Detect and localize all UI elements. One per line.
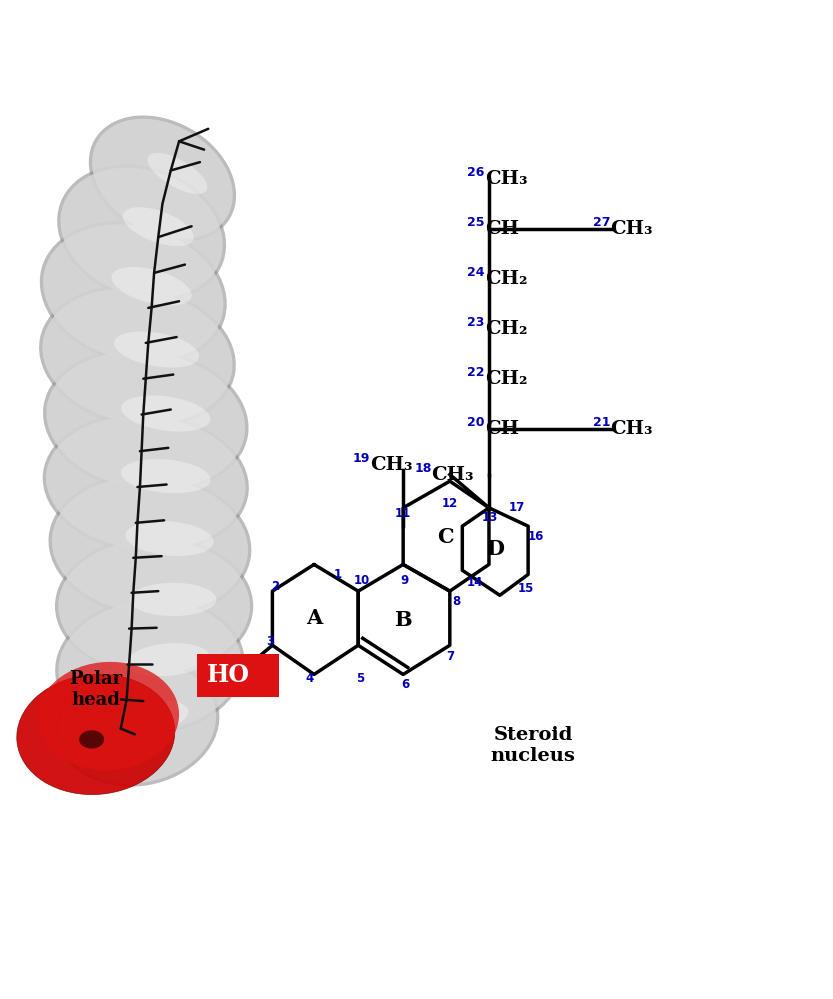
Text: CH: CH bbox=[485, 420, 519, 438]
Ellipse shape bbox=[37, 662, 179, 770]
Text: 2: 2 bbox=[271, 580, 279, 593]
Text: 18: 18 bbox=[414, 462, 431, 475]
Text: 23: 23 bbox=[467, 316, 485, 329]
Text: CH₂: CH₂ bbox=[485, 370, 527, 388]
Text: B: B bbox=[394, 610, 412, 630]
Ellipse shape bbox=[61, 168, 222, 298]
Text: 19: 19 bbox=[352, 452, 370, 465]
Text: 8: 8 bbox=[452, 594, 461, 607]
Ellipse shape bbox=[122, 207, 194, 246]
Text: 26: 26 bbox=[467, 166, 485, 179]
Ellipse shape bbox=[46, 416, 246, 549]
Ellipse shape bbox=[40, 221, 227, 365]
Ellipse shape bbox=[121, 396, 211, 432]
Text: 12: 12 bbox=[441, 498, 458, 510]
Ellipse shape bbox=[42, 289, 232, 424]
Ellipse shape bbox=[56, 658, 219, 787]
Text: 3: 3 bbox=[267, 634, 275, 647]
Text: 7: 7 bbox=[446, 649, 454, 662]
Ellipse shape bbox=[39, 285, 236, 428]
Ellipse shape bbox=[92, 119, 232, 239]
Text: 21: 21 bbox=[593, 416, 611, 429]
Ellipse shape bbox=[127, 643, 209, 676]
Ellipse shape bbox=[89, 116, 236, 242]
Text: 9: 9 bbox=[401, 573, 409, 586]
Text: 11: 11 bbox=[394, 507, 411, 520]
Ellipse shape bbox=[42, 413, 249, 553]
Ellipse shape bbox=[112, 267, 192, 306]
Text: CH₃: CH₃ bbox=[370, 456, 412, 474]
Text: CH₃: CH₃ bbox=[611, 420, 653, 438]
FancyBboxPatch shape bbox=[197, 653, 279, 697]
Ellipse shape bbox=[59, 662, 216, 783]
Text: 10: 10 bbox=[353, 573, 370, 586]
Ellipse shape bbox=[79, 730, 104, 748]
Ellipse shape bbox=[43, 348, 248, 493]
Text: A: A bbox=[306, 607, 322, 627]
Text: CH₂: CH₂ bbox=[485, 320, 527, 338]
Ellipse shape bbox=[58, 539, 250, 672]
Text: D: D bbox=[486, 539, 504, 559]
Text: 17: 17 bbox=[508, 501, 525, 514]
Ellipse shape bbox=[126, 521, 214, 555]
Text: 6: 6 bbox=[402, 678, 410, 691]
Text: C: C bbox=[437, 527, 454, 547]
Text: 20: 20 bbox=[467, 416, 485, 429]
Ellipse shape bbox=[121, 460, 211, 494]
Text: 14: 14 bbox=[466, 576, 483, 589]
Text: 25: 25 bbox=[467, 216, 485, 229]
Text: 15: 15 bbox=[517, 582, 534, 595]
Text: CH₃: CH₃ bbox=[431, 466, 474, 484]
Text: CH₃: CH₃ bbox=[485, 170, 527, 188]
Ellipse shape bbox=[114, 332, 199, 368]
Text: 5: 5 bbox=[356, 672, 364, 685]
Ellipse shape bbox=[55, 597, 245, 734]
Ellipse shape bbox=[47, 352, 245, 490]
Ellipse shape bbox=[17, 674, 175, 794]
Ellipse shape bbox=[43, 225, 223, 362]
Text: 16: 16 bbox=[527, 530, 544, 543]
Text: 1: 1 bbox=[333, 568, 342, 581]
Text: Polar
head: Polar head bbox=[69, 670, 122, 709]
Ellipse shape bbox=[48, 474, 252, 617]
Ellipse shape bbox=[147, 153, 207, 194]
Ellipse shape bbox=[52, 477, 248, 614]
Text: CH₂: CH₂ bbox=[485, 270, 527, 288]
Ellipse shape bbox=[57, 165, 226, 302]
Text: CH: CH bbox=[485, 220, 519, 238]
Ellipse shape bbox=[58, 600, 242, 731]
Text: 22: 22 bbox=[467, 366, 485, 379]
Ellipse shape bbox=[55, 536, 253, 676]
Text: HO: HO bbox=[207, 663, 250, 687]
Text: 24: 24 bbox=[467, 266, 485, 279]
Text: Steroid
nucleus: Steroid nucleus bbox=[491, 726, 576, 764]
Ellipse shape bbox=[130, 582, 217, 616]
Text: 4: 4 bbox=[306, 672, 314, 685]
Text: 13: 13 bbox=[481, 511, 498, 524]
Text: 27: 27 bbox=[593, 216, 611, 229]
Ellipse shape bbox=[118, 700, 188, 732]
Text: CH₃: CH₃ bbox=[611, 220, 653, 238]
